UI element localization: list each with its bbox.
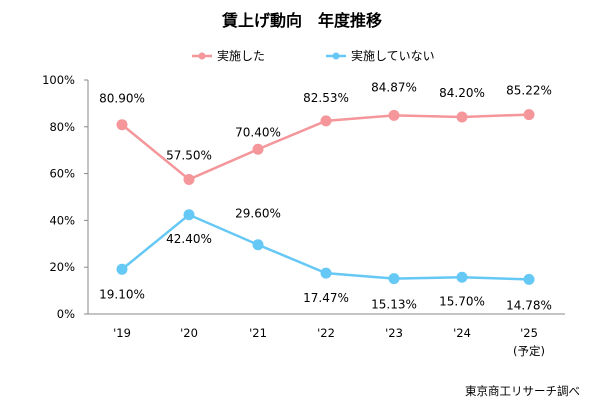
y-tick-label: 0% xyxy=(57,307,75,321)
x-tick-label: '24 xyxy=(453,326,471,340)
data-point xyxy=(388,273,400,285)
data-label: 82.53% xyxy=(303,91,349,105)
data-label: 15.70% xyxy=(439,294,485,308)
data-label: 19.10% xyxy=(99,287,145,301)
data-point xyxy=(252,143,264,155)
data-label: 15.13% xyxy=(371,298,417,312)
legend-marker xyxy=(198,52,206,60)
data-point xyxy=(523,273,535,285)
x-tick-label: '23 xyxy=(385,326,403,340)
data-label: 84.87% xyxy=(371,80,417,94)
y-tick-label: 20% xyxy=(49,260,75,274)
data-point xyxy=(523,109,535,121)
legend-label: 実施した xyxy=(217,48,265,63)
data-point xyxy=(116,263,128,275)
x-tick-label: '20 xyxy=(180,326,198,340)
data-label: 14.78% xyxy=(506,298,552,312)
x-tick-sublabel: (予定) xyxy=(513,344,545,358)
data-label: 80.90% xyxy=(99,92,145,106)
data-point xyxy=(320,267,332,279)
y-tick-label: 40% xyxy=(49,213,75,227)
legend-marker xyxy=(332,52,340,60)
data-point xyxy=(320,115,332,127)
data-point xyxy=(183,209,195,221)
data-point xyxy=(116,119,128,131)
data-label: 84.20% xyxy=(439,86,485,100)
x-tick-label: '25 xyxy=(520,326,538,340)
data-label: 17.47% xyxy=(303,291,349,305)
source-note: 東京商工リサーチ調べ xyxy=(465,384,580,398)
legend: 実施した 実施していない xyxy=(192,48,435,63)
data-label: 29.60% xyxy=(235,207,281,221)
y-tick-label: 100% xyxy=(42,73,75,87)
legend-label: 実施していない xyxy=(351,48,435,63)
data-point xyxy=(183,173,195,185)
data-label: 57.50% xyxy=(166,148,212,162)
x-tick-label: '19 xyxy=(113,326,131,340)
data-label: 70.40% xyxy=(235,125,281,139)
data-point xyxy=(388,109,400,121)
y-tick-label: 60% xyxy=(49,167,75,181)
series-group: 80.90% 57.50% 70.40% 82.53% 84.87% 84.20% 85.2… xyxy=(99,80,552,312)
x-tick-label: '21 xyxy=(249,326,267,340)
data-label: 42.40% xyxy=(166,232,212,246)
axes: 0% 20% 40% 60% 80% 100% '19 '20 '21 '22 '23 '24 '25 (… xyxy=(42,73,565,358)
data-label: 85.22% xyxy=(506,84,552,98)
x-tick-label: '22 xyxy=(317,326,335,340)
y-tick-label: 80% xyxy=(49,120,75,134)
data-point xyxy=(456,111,468,123)
chart-title: 賃上げ動向 年度推移 xyxy=(221,11,382,30)
data-point xyxy=(252,239,264,251)
data-point xyxy=(456,271,468,283)
